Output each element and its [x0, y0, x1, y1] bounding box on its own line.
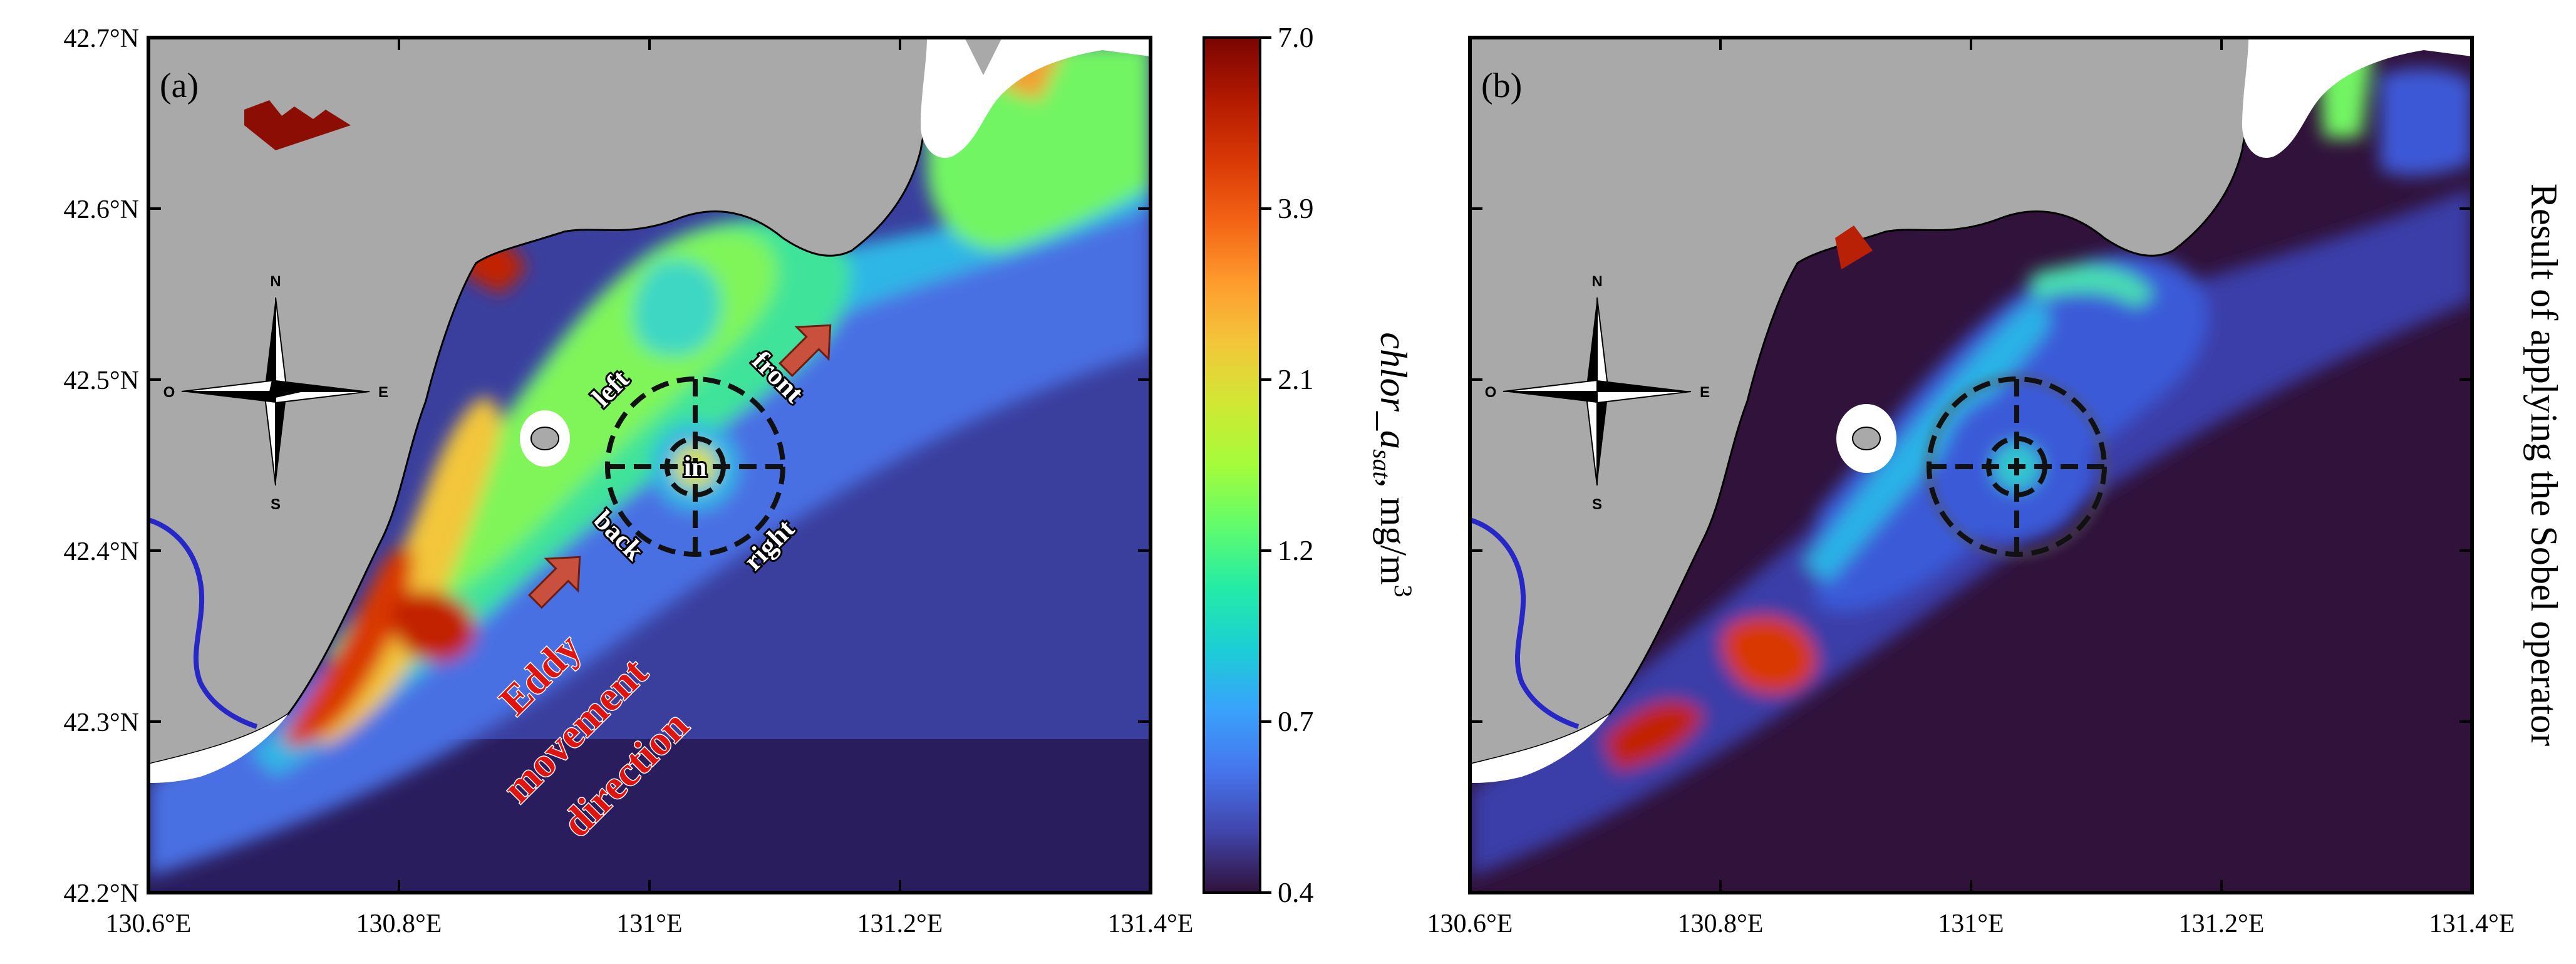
- x-tick-label: 130.6°E: [1427, 910, 1513, 938]
- movement-arrows: [527, 324, 832, 609]
- panel-a-river: [148, 517, 258, 729]
- compass-b: N S E O: [1485, 273, 1710, 513]
- colorbar-tick-label: 3.9: [1278, 192, 1314, 224]
- colorbar: [1203, 36, 1261, 894]
- colorbar-ticks: [1260, 36, 1271, 894]
- colorbar-tick-label: 0.4: [1278, 876, 1314, 908]
- colorbar-tick-labels: 7.0 3.9 2.1 1.2 0.7 0.4: [1278, 21, 1314, 908]
- compass-south: S: [1592, 496, 1602, 513]
- y-tick-label: 42.7°N: [63, 24, 139, 53]
- x-tick-label: 131.2°E: [857, 910, 943, 938]
- panel-a-x-tick-labels: 130.6°E 130.8°E 131°E 131.2°E 131.4°E: [106, 910, 1194, 938]
- panel-b-river: [1470, 517, 1580, 729]
- x-tick-label: 130.6°E: [106, 910, 192, 938]
- compass-north: N: [270, 273, 281, 290]
- x-tick-label: 131°E: [616, 910, 682, 938]
- colorbar-tick-label: 7.0: [1278, 21, 1314, 53]
- panel-b-side-title: Result of applying the Sobel operator: [2523, 184, 2565, 746]
- compass-south: S: [271, 496, 281, 513]
- y-tick-label: 42.2°N: [63, 879, 139, 908]
- panel-b-axes: [1470, 38, 2472, 893]
- y-tick-label: 42.3°N: [63, 708, 139, 737]
- x-tick-label: 130.8°E: [1678, 910, 1764, 938]
- panel-b-map: [1470, 38, 2472, 893]
- colorbar-tick-label: 1.2: [1278, 534, 1314, 566]
- compass-west: O: [1485, 384, 1497, 401]
- panel-b-x-tick-labels: 130.6°E 130.8°E 131°E 131.2°E 131.4°E: [1427, 910, 2515, 938]
- colorbar-tick-label: 2.1: [1278, 363, 1314, 395]
- y-tick-label: 42.4°N: [63, 537, 139, 566]
- x-tick-label: 131°E: [1938, 910, 2004, 938]
- compass-east: E: [1700, 384, 1710, 401]
- panel-a-label: (a): [160, 66, 199, 105]
- eddy-target-b: [1922, 372, 2111, 561]
- panel-a-chlorophyll-field: [148, 44, 1151, 877]
- colorbar-label: chlor_asat, mg/m3: [1368, 332, 1417, 597]
- arrow-back: [527, 556, 581, 609]
- arrow-front: [778, 324, 832, 378]
- panel-a-axes: [148, 36, 1151, 893]
- panel-b-label: (b): [1481, 66, 1522, 105]
- panel-a-y-tick-labels: 42.7°N 42.6°N 42.5°N 42.4°N 42.3°N 42.2°…: [63, 24, 139, 908]
- eddy-target-a: [605, 376, 785, 557]
- x-tick-label: 131.4°E: [1108, 910, 1194, 938]
- x-tick-label: 130.8°E: [356, 910, 442, 938]
- compass-north: N: [1591, 273, 1602, 290]
- compass-west: O: [163, 384, 175, 401]
- x-tick-label: 131.4°E: [2429, 910, 2515, 938]
- eddy-label-in: in: [684, 452, 707, 482]
- compass-a: N S E O: [163, 273, 388, 513]
- x-tick-label: 131.2°E: [2179, 910, 2265, 938]
- compass-east: E: [378, 384, 388, 401]
- colorbar-tick-label: 0.7: [1278, 705, 1314, 737]
- y-tick-label: 42.6°N: [63, 195, 139, 224]
- panel-a-map: [148, 38, 1151, 893]
- y-tick-label: 42.5°N: [63, 366, 139, 395]
